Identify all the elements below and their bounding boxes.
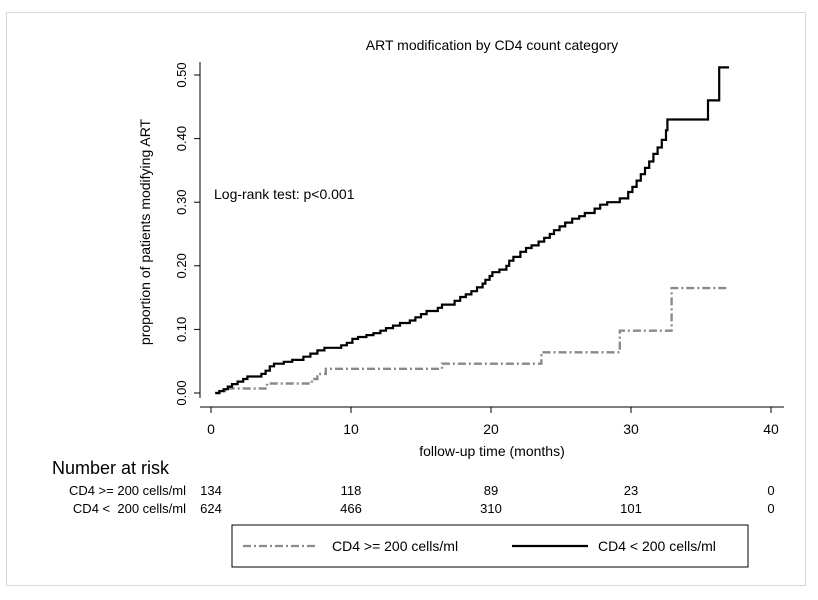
legend-label-cd4-ge-200: CD4 >= 200 cells/ml xyxy=(332,538,458,554)
x-tick-label: 0 xyxy=(207,421,215,437)
x-axis-label: follow-up time (months) xyxy=(419,443,565,459)
y-tick-label: 0.10 xyxy=(174,317,189,342)
x-ticks: 0 10 20 30 40 xyxy=(207,407,779,437)
log-rank-annotation: Log-rank test: p<0.001 xyxy=(214,186,355,202)
x-tick-label: 10 xyxy=(343,421,359,437)
x-tick-label: 20 xyxy=(483,421,499,437)
risk-row-label-1: CD4 >= 200 cells/ml xyxy=(69,483,186,498)
risk-count: 0 xyxy=(767,483,774,498)
x-tick-label: 30 xyxy=(623,421,639,437)
y-tick-label: 0.30 xyxy=(174,190,189,215)
risk-row-label-2: CD4 < 200 cells/ml xyxy=(73,501,186,516)
risk-count: 118 xyxy=(341,483,362,498)
risk-count: 23 xyxy=(624,483,638,498)
risk-count: 134 xyxy=(200,483,222,498)
series-layer xyxy=(215,66,729,395)
y-tick-label: 0.50 xyxy=(174,62,189,87)
figure-frame xyxy=(6,12,806,586)
y-axis-label-group: proportion of patients modifying ART xyxy=(137,118,153,345)
chart-title: ART modification by CD4 count category xyxy=(366,37,618,53)
legend-label-cd4-lt-200: CD4 < 200 cells/ml xyxy=(598,538,716,554)
series-cd4-ge-200-line xyxy=(215,286,729,395)
y-tick-label: 0.20 xyxy=(174,253,189,278)
y-ticks: 0.00 0.10 0.20 0.30 0.40 0.50 xyxy=(174,62,200,406)
legend-box xyxy=(231,524,749,568)
series-cd4-lt-200-line xyxy=(215,66,729,395)
risk-count: 624 xyxy=(200,501,222,516)
y-axis-label: proportion of patients modifying ART xyxy=(137,118,153,345)
risk-count: 466 xyxy=(340,501,362,516)
x-tick-label: 40 xyxy=(763,421,779,437)
risk-count: 0 xyxy=(767,501,774,516)
risk-count: 101 xyxy=(620,501,642,516)
risk-table-heading: Number at risk xyxy=(52,458,170,478)
risk-count: 310 xyxy=(480,501,502,516)
y-tick-label: 0.40 xyxy=(174,126,189,151)
y-tick-label: 0.00 xyxy=(174,380,189,405)
risk-count: 89 xyxy=(484,483,498,498)
risk-counts: 134 118 89 23 0 624 466 310 101 0 xyxy=(200,483,774,516)
